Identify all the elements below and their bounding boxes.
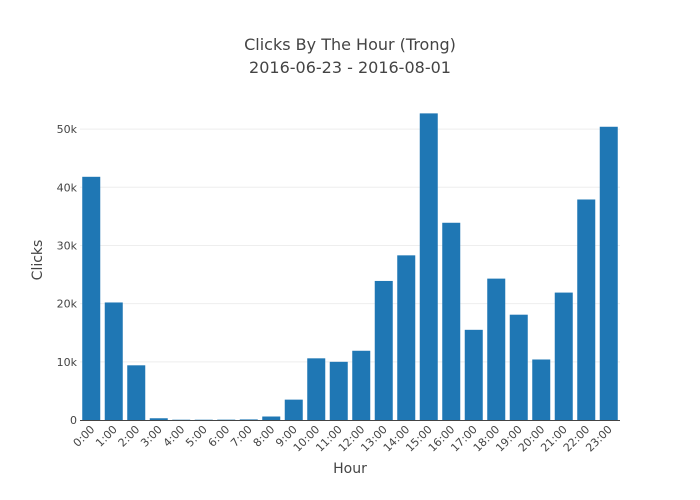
bar[interactable] <box>82 176 101 420</box>
chart-title: Clicks By The Hour (Trong) <box>244 35 456 54</box>
y-tick-label: 10k <box>57 356 78 369</box>
bar[interactable] <box>509 314 528 420</box>
y-tick-label: 20k <box>57 298 78 311</box>
bar[interactable] <box>599 126 618 420</box>
x-tick-label: 4:00 <box>161 423 188 450</box>
bar[interactable] <box>487 278 506 420</box>
y-tick-labels: 0 10k 20k 30k 40k 50k <box>57 123 78 427</box>
chart-subtitle: 2016-06-23 - 2016-08-01 <box>249 58 451 77</box>
bar[interactable] <box>442 222 461 420</box>
bar[interactable] <box>329 361 348 420</box>
bar[interactable] <box>532 359 551 420</box>
bar[interactable] <box>554 292 573 420</box>
bar[interactable] <box>374 280 393 420</box>
y-axis-title: Clicks <box>30 240 46 281</box>
x-tick-label: 23:00 <box>583 423 615 455</box>
x-tick-label: 3:00 <box>138 423 165 450</box>
y-tick-label: 50k <box>57 123 78 136</box>
bar[interactable] <box>397 255 416 420</box>
bar[interactable] <box>577 199 596 420</box>
y-tick-label: 40k <box>57 181 78 194</box>
bars <box>82 113 618 420</box>
x-tick-label: 8:00 <box>251 423 278 450</box>
bar[interactable] <box>127 365 146 420</box>
x-tick-label: 2:00 <box>116 423 143 450</box>
y-tick-label: 30k <box>57 239 78 252</box>
x-tick-label: 6:00 <box>206 423 233 450</box>
bar[interactable] <box>262 416 281 420</box>
bar[interactable] <box>419 113 438 420</box>
bar[interactable] <box>104 302 123 420</box>
x-axis-title: Hour <box>333 461 367 477</box>
x-tick-labels: 0:001:002:003:004:005:006:007:008:009:00… <box>71 423 615 455</box>
bar[interactable] <box>149 418 168 420</box>
x-tick-label: 1:00 <box>93 423 120 450</box>
bar[interactable] <box>239 419 258 420</box>
x-tick-label: 7:00 <box>228 423 255 450</box>
y-tick-label: 0 <box>70 414 77 427</box>
bar[interactable] <box>352 350 371 420</box>
x-tick-label: 5:00 <box>183 423 210 450</box>
bar[interactable] <box>284 399 303 420</box>
gridlines <box>80 128 620 363</box>
bar[interactable] <box>464 329 483 420</box>
bar[interactable] <box>307 358 326 420</box>
